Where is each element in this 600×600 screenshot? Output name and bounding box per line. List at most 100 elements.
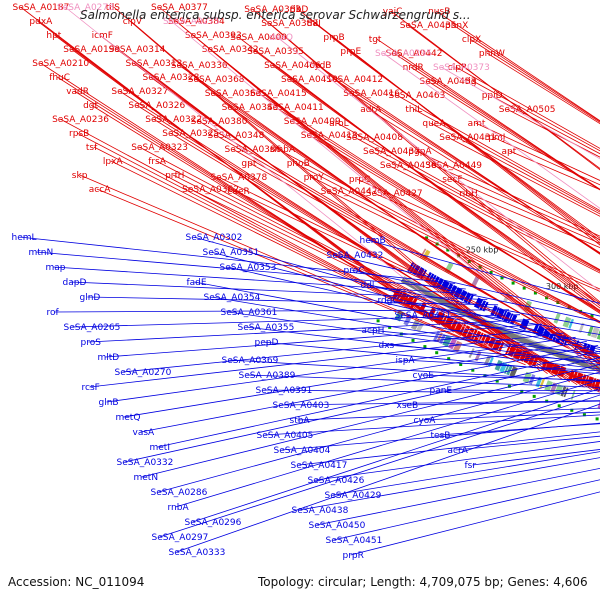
forward-gene-label: SeSA_A0418 (301, 131, 358, 141)
cog-feature-outer (410, 319, 421, 331)
label-connector (229, 359, 600, 382)
forward-gene-label: SeSA_A0393 (185, 31, 242, 41)
inner-guide-dot (478, 265, 482, 269)
reverse-strand-feature (416, 267, 425, 278)
forward-gene-label: SeSA_A0377 (151, 3, 208, 13)
reverse-gene-label: SeSA_A0471 (395, 311, 452, 321)
label-connector (297, 407, 600, 421)
label-connector (404, 400, 600, 406)
reverse-gene-label: SeSA_A0432 (327, 251, 384, 261)
label-connector (316, 467, 600, 526)
label-connector (106, 336, 576, 403)
forward-gene-label: icmF (92, 31, 113, 41)
inner-guide-dot (533, 291, 537, 295)
forward-gene-label: SeSA_A0328 (143, 73, 200, 83)
label-connector (124, 357, 600, 463)
reverse-gene-label: glnD (80, 293, 101, 303)
reverse-gene-label: panE (430, 386, 453, 396)
forward-gene-label: clpP (448, 63, 467, 73)
outer-guide-dot (399, 332, 403, 336)
forward-gene-label: tgt (369, 35, 382, 45)
reverse-gene-label: rof (47, 308, 60, 318)
forward-gene-label: pgpA (408, 147, 432, 157)
forward-gene-label: SeSA_A0368 (188, 75, 245, 85)
label-connector (348, 50, 600, 239)
reverse-gene-label: hemB (360, 236, 386, 246)
reverse-gene-label: glnB (99, 398, 119, 408)
reverse-strand-feature (490, 305, 498, 316)
label-connector (110, 160, 512, 360)
pink-gene-label: SeSA_A0278 (57, 3, 114, 13)
forward-gene-label: SeSA_A0363 (205, 89, 262, 99)
reverse-gene-label: ddl (361, 281, 375, 291)
forward-gene-label: SeSA_A0199 (63, 45, 120, 55)
forward-gene-label: SeSA_A0505 (499, 105, 556, 115)
forward-gene-label: clpX (462, 35, 481, 45)
forward-strand-feature (477, 332, 484, 343)
forward-gene-label: SeSA_A0408 (346, 133, 403, 143)
label-connector (393, 52, 600, 190)
label-connector (336, 122, 600, 271)
cog-feature-inner (568, 318, 574, 329)
genome-title: Salmonella enterica subsp. enterica sero… (80, 8, 471, 22)
forward-gene-label: accA (89, 185, 111, 195)
reverse-gene-label: SeSA_A0354 (204, 293, 261, 303)
label-connector (369, 329, 600, 355)
label-connector (472, 80, 600, 152)
label-connector (76, 132, 497, 353)
cog-feature-outer (453, 340, 463, 353)
label-connector (386, 344, 600, 363)
inner-guide-dot (511, 281, 515, 285)
reverse-gene-label: SeSA_A0296 (185, 518, 242, 528)
label-connector (64, 6, 497, 353)
cog-feature-outer (509, 366, 518, 378)
pink-gene-label: dnaQ (269, 33, 293, 43)
outer-guide-dot (520, 389, 524, 393)
label-connector (350, 491, 600, 556)
outer-guide-dot (447, 357, 451, 361)
reverse-strand-feature (453, 287, 463, 299)
reverse-gene-label: proC (344, 266, 365, 276)
reverse-strand-feature (463, 292, 472, 303)
label-connector (227, 266, 600, 353)
cog-feature-inner (590, 327, 600, 339)
label-connector (88, 319, 532, 343)
forward-gene-label: apt (502, 147, 517, 157)
forward-gene-label: SeSA_A0435 (400, 21, 457, 31)
outer-guide-dot (459, 363, 463, 366)
cog-feature-outer (433, 330, 441, 341)
forward-gene-label: nrdR (403, 63, 424, 73)
label-connector (158, 6, 600, 374)
forward-gene-label: SeSA_A0442 (386, 49, 443, 59)
label-connector (455, 66, 600, 149)
label-connector (455, 435, 600, 451)
pink-gene-label: SeSA_A0275 (163, 17, 220, 27)
label-connector (53, 266, 477, 295)
forward-gene-label: skp (72, 171, 88, 181)
outer-guide-dot (570, 408, 574, 412)
forward-gene-label: SeSA_A0325 (162, 129, 219, 139)
forward-gene-label: secF (442, 175, 462, 185)
forward-gene-label: phnX (445, 21, 468, 31)
forward-gene-label: SeSA_A0411 (267, 103, 324, 113)
forward-gene-label: queA (422, 119, 446, 129)
label-connector (89, 332, 565, 388)
forward-gene-label: SeSA_A0406 (264, 61, 321, 71)
label-connector (175, 20, 600, 370)
backbone-highlight (403, 276, 600, 367)
label-connector (194, 281, 600, 358)
label-connector (277, 148, 600, 322)
reverse-gene-label: SeSA_A0438 (292, 506, 349, 516)
forward-gene-label: SeSA_A0323 (131, 143, 188, 153)
reverse-gene-label: proS (81, 338, 102, 348)
reverse-gene-label: mtnN (29, 248, 54, 258)
reverse-strand-feature (479, 300, 487, 311)
label-connector (228, 311, 600, 366)
reverse-gene-label: SeSA_A0270 (115, 368, 172, 378)
label-connector (410, 66, 600, 190)
reverse-gene-label: SeSA_A0403 (273, 401, 330, 411)
cog-feature-outer (539, 378, 545, 389)
label-connector (452, 24, 600, 122)
reverse-gene-label: rnbA (168, 503, 190, 513)
label-connector (71, 48, 454, 333)
